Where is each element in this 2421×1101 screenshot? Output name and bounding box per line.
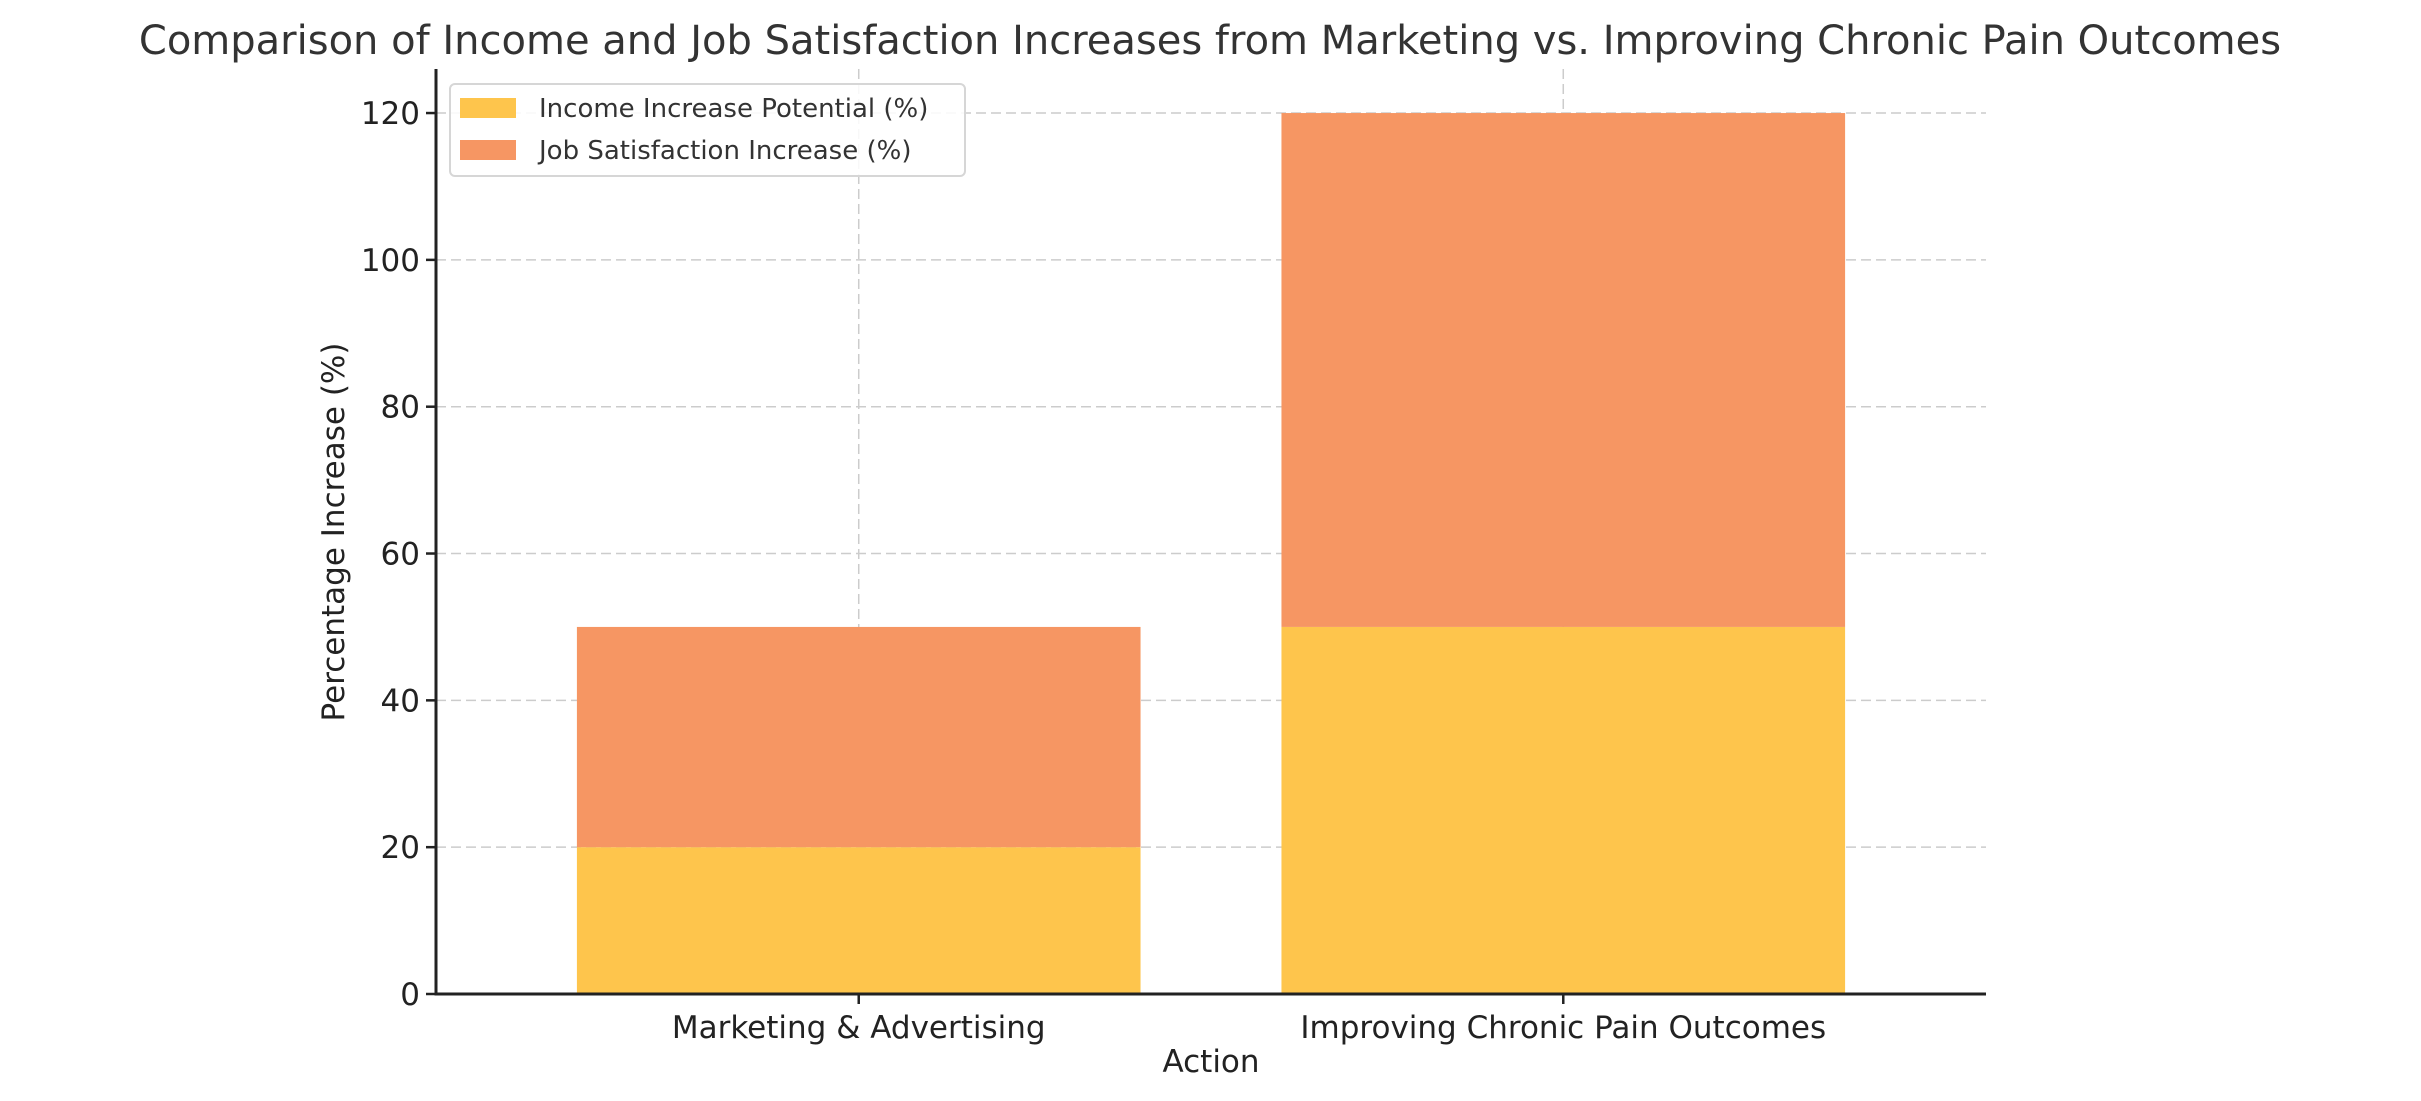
axes-layer [434,69,1986,996]
y-tick-label: 100 [361,243,420,279]
y-tick-label: 20 [381,830,420,866]
legend: Income Increase Potential (%) Job Satisfa… [449,83,966,177]
x-tick-label: Improving Chronic Pain Outcomes [1300,1010,1826,1046]
legend-swatch [460,140,516,160]
legend-swatch [460,98,516,118]
legend-label: Income Increase Potential (%) [539,94,928,124]
y-tick-label: 80 [381,390,420,426]
ticks-layer: 0 20 40 60 80 100 120 Marketing & Advertising Im… [361,96,1826,1046]
y-tick-label: 0 [400,977,420,1013]
x-axis-label: Action [1162,1044,1259,1080]
y-tick-label: 120 [361,96,420,132]
bar-income-0 [576,847,1141,994]
x-tick-label: Marketing & Advertising [672,1010,1046,1046]
y-axis-label: Percentage Increase (%) [316,343,352,722]
chart-title: Comparison of Income and Job Satisfactio… [139,18,2281,64]
bars-layer [576,113,1846,994]
legend-box [449,83,966,177]
y-tick-label: 60 [381,537,420,573]
bar-job-satisfaction-1 [1281,113,1846,627]
bar-job-satisfaction-0 [576,626,1141,848]
bar-income-1 [1281,626,1846,994]
y-tick-label: 40 [381,683,420,719]
legend-label: Job Satisfaction Increase (%) [537,136,911,166]
